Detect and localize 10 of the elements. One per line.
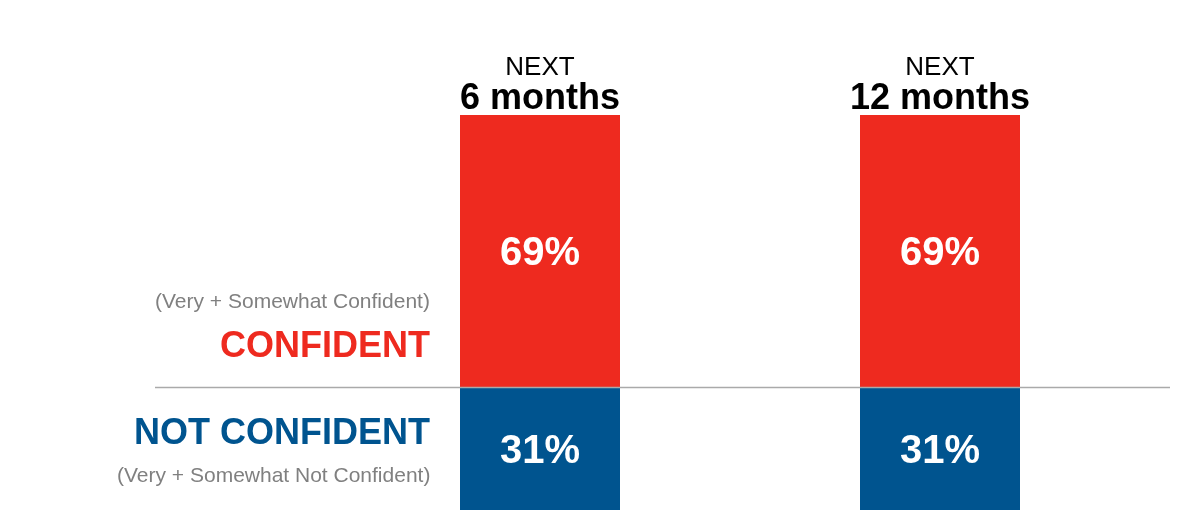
x-tick-label: NEXT 12 months <box>849 51 1031 117</box>
data-label: 31% <box>899 426 981 471</box>
x-tick-label: NEXT 6 months <box>459 51 621 117</box>
series-label: NOT CONFIDENT <box>134 411 430 452</box>
annotation: (Very + Somewhat Confident) <box>155 289 430 312</box>
data-label: 69% <box>899 229 981 274</box>
data-label: 69% <box>499 229 581 274</box>
series-label: CONFIDENT <box>220 324 430 365</box>
data-label: 31% <box>499 426 581 471</box>
annotation: (Very + Somewhat Not Confident) <box>117 463 431 486</box>
